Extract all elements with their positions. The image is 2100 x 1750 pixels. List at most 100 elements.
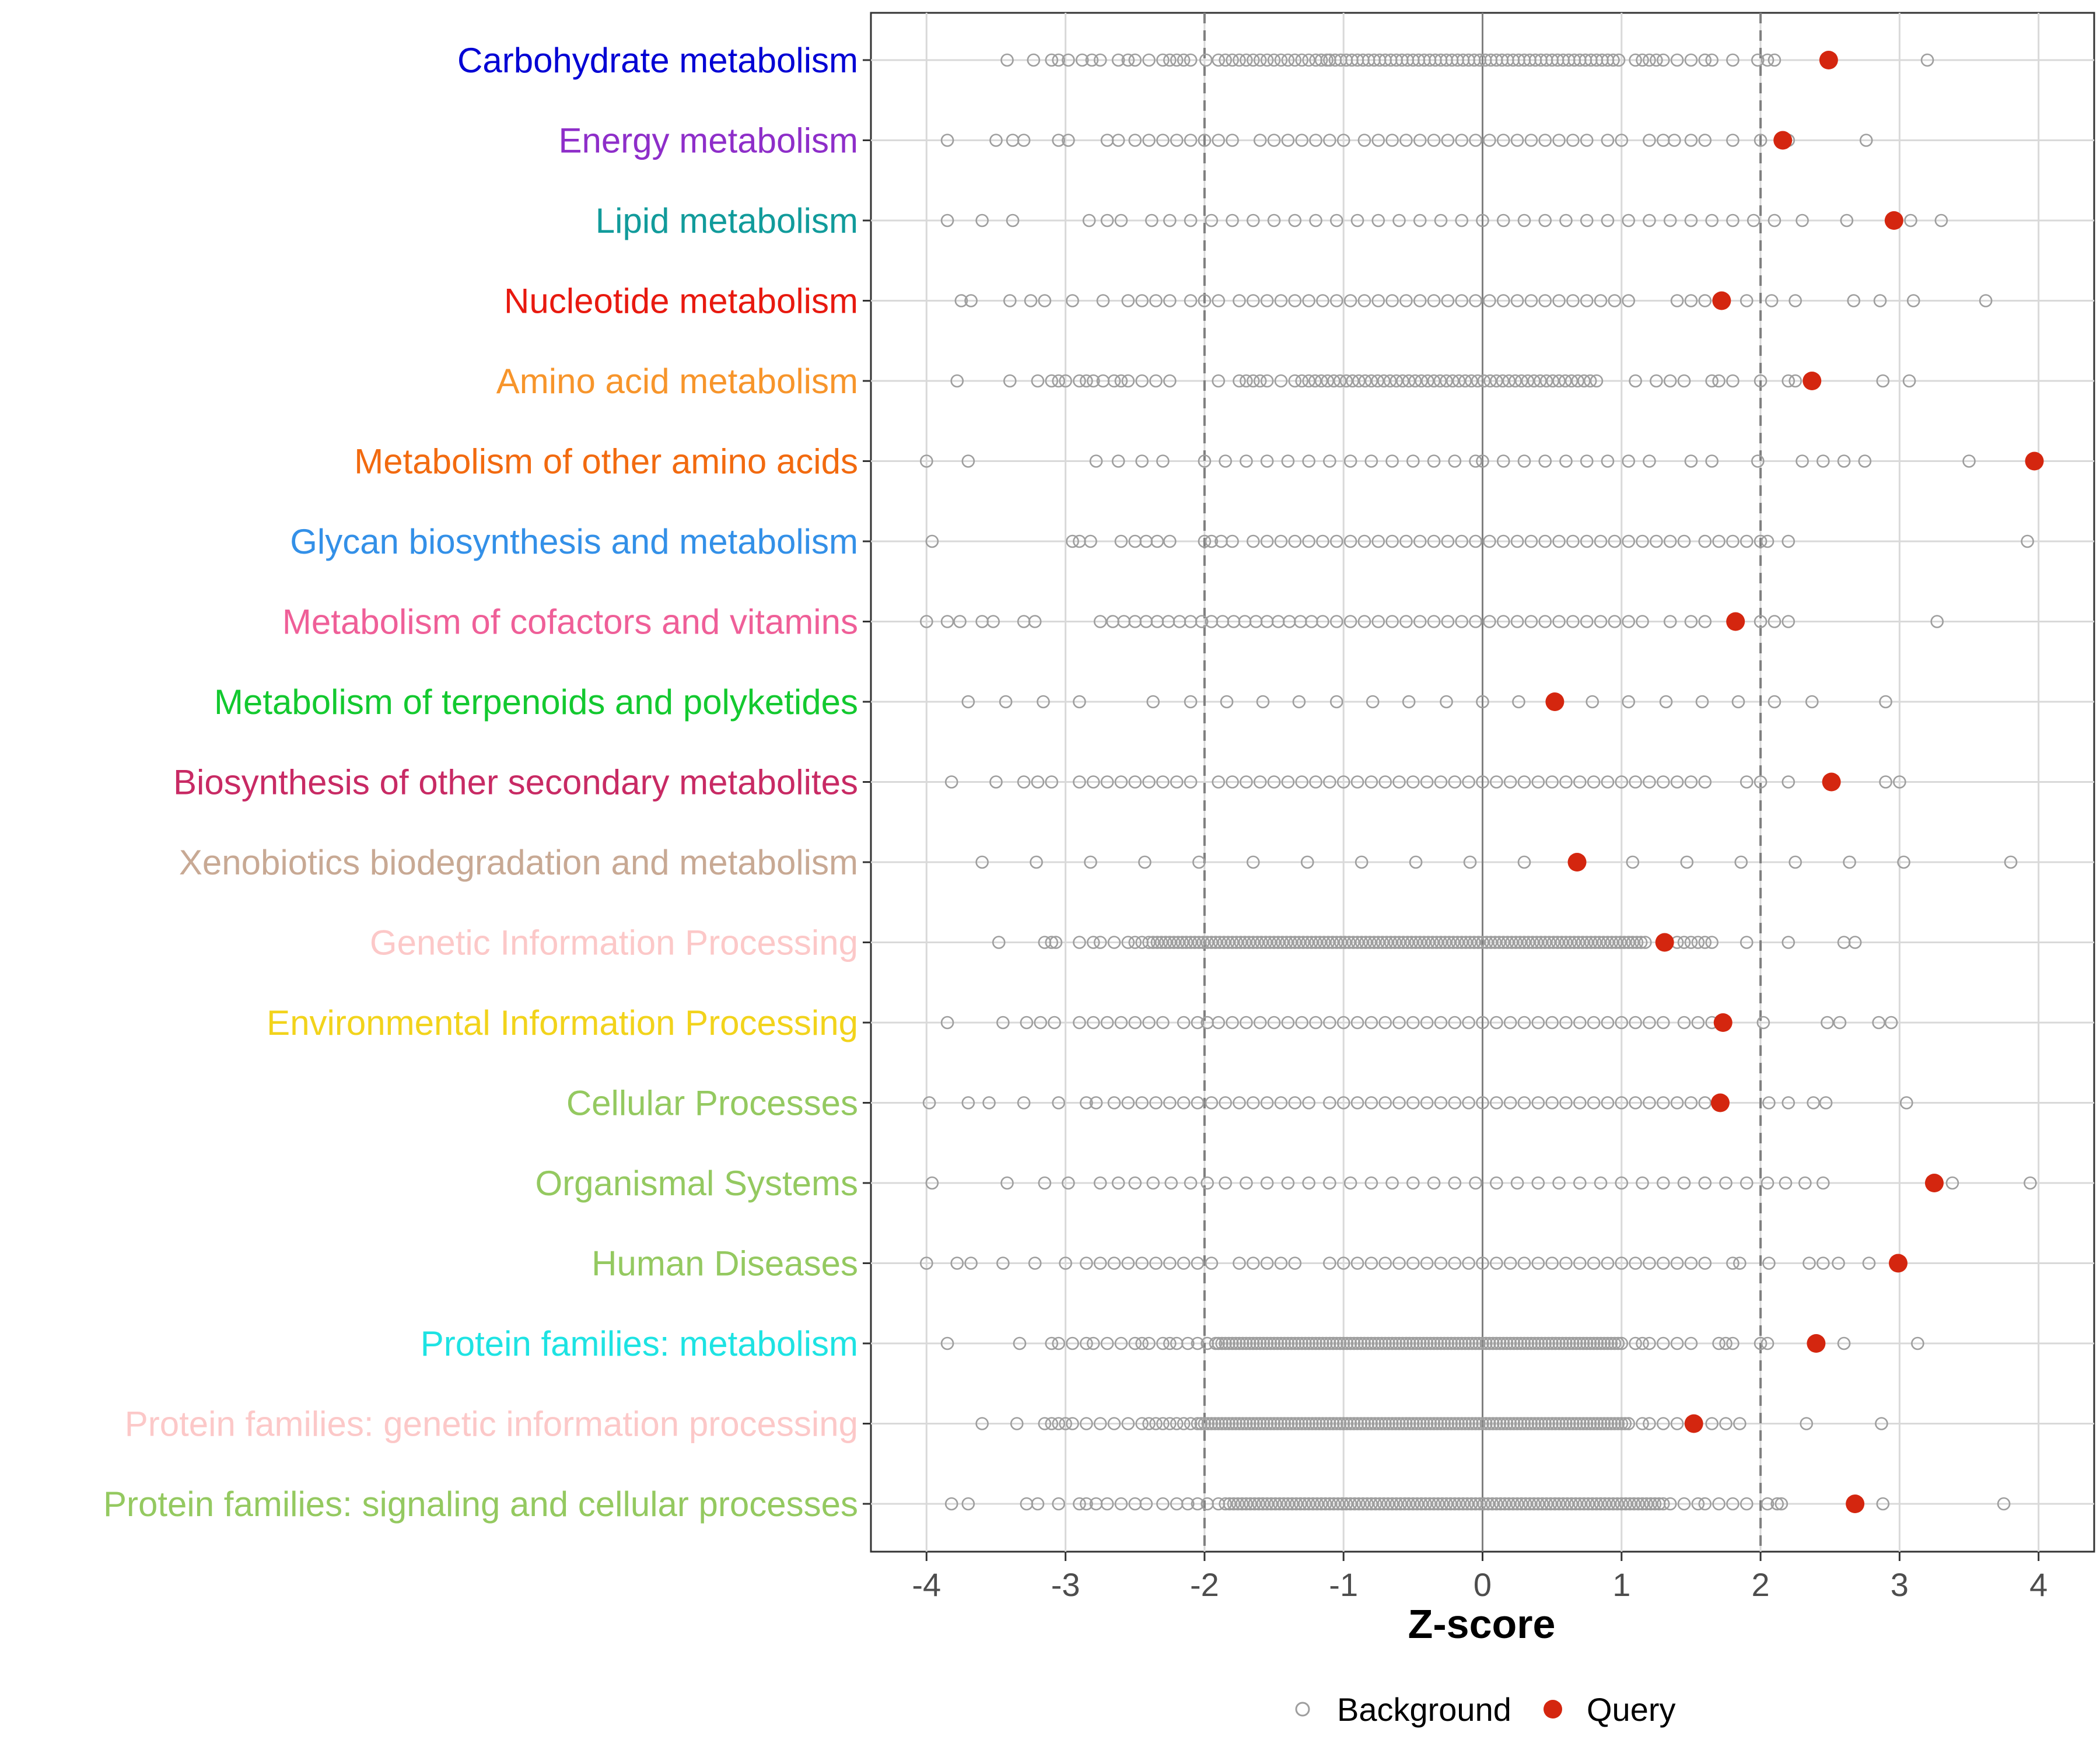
background-point	[1650, 53, 1663, 67]
background-point	[1150, 534, 1164, 548]
category-label: Lipid metabolism	[596, 201, 858, 240]
background-point	[1586, 1497, 1600, 1511]
background-point	[1142, 936, 1156, 949]
background-point	[1354, 855, 1368, 869]
background-point	[1413, 294, 1427, 307]
background-point	[1195, 615, 1209, 628]
background-point	[1240, 1176, 1253, 1190]
background-point	[1563, 1336, 1576, 1350]
background-point	[1556, 1417, 1569, 1430]
background-point	[996, 1256, 1010, 1270]
background-point	[1458, 1336, 1472, 1350]
background-point	[1177, 1417, 1191, 1430]
background-point	[1045, 1417, 1059, 1430]
background-point	[1226, 1336, 1239, 1350]
background-point	[1329, 534, 1343, 548]
background-point	[1086, 936, 1100, 949]
background-point	[1580, 214, 1594, 228]
background-point	[1476, 454, 1489, 468]
background-point	[1490, 1417, 1503, 1430]
background-point	[961, 695, 975, 709]
background-point	[1441, 1417, 1455, 1430]
background-point	[1897, 855, 1910, 869]
background-point	[1659, 695, 1673, 709]
background-point	[1559, 1256, 1573, 1270]
background-point	[1535, 1417, 1549, 1430]
background-point	[1494, 1497, 1507, 1511]
background-point	[1698, 1176, 1712, 1190]
background-point	[1107, 1417, 1121, 1430]
background-point	[961, 1497, 975, 1511]
background-point	[1247, 534, 1260, 548]
background-point	[1111, 1176, 1125, 1190]
background-point	[1876, 1497, 1890, 1511]
background-point	[1608, 615, 1622, 628]
background-point	[1347, 1336, 1361, 1350]
background-point	[1352, 374, 1366, 388]
background-point	[1670, 1336, 1684, 1350]
background-point	[1415, 1497, 1428, 1511]
background-point	[1107, 374, 1121, 388]
background-point	[1170, 775, 1184, 789]
background-point	[1350, 1256, 1364, 1270]
background-point	[1587, 775, 1601, 789]
background-point	[1483, 134, 1496, 147]
background-point	[1552, 1497, 1566, 1511]
background-point	[1490, 1016, 1503, 1030]
background-point	[1782, 615, 1796, 628]
background-point	[1670, 1256, 1684, 1270]
background-point	[1028, 615, 1042, 628]
background-point	[1684, 294, 1698, 307]
background-point	[1615, 1016, 1629, 1030]
background-point	[1396, 1336, 1409, 1350]
background-point	[1427, 374, 1441, 388]
background-point	[1626, 855, 1640, 869]
background-point	[1663, 214, 1677, 228]
background-point	[1392, 936, 1406, 949]
background-point	[1213, 936, 1227, 949]
background-point	[1142, 1417, 1156, 1430]
background-point	[1559, 936, 1573, 949]
background-point	[1476, 775, 1489, 789]
background-point	[1288, 214, 1302, 228]
background-point	[1219, 1417, 1232, 1430]
background-point	[1592, 936, 1606, 949]
background-point	[1997, 1497, 2011, 1511]
background-point	[1219, 1176, 1232, 1190]
background-point	[1364, 454, 1378, 468]
background-point	[1121, 936, 1135, 949]
background-point	[1385, 294, 1399, 307]
background-point	[1378, 1256, 1392, 1270]
background-point	[1597, 936, 1611, 949]
background-point	[1472, 1336, 1486, 1350]
background-point	[1531, 1256, 1545, 1270]
background-point	[1920, 53, 1934, 67]
background-point	[1476, 1417, 1489, 1430]
background-point	[1236, 1336, 1250, 1350]
background-point	[1385, 1336, 1399, 1350]
background-point	[1158, 936, 1172, 949]
background-point	[1142, 134, 1156, 147]
background-point	[1192, 936, 1206, 949]
background-point	[1154, 936, 1168, 949]
background-point	[1509, 936, 1522, 949]
background-point	[1371, 615, 1385, 628]
background-point	[1484, 936, 1498, 949]
background-point	[1413, 1336, 1427, 1350]
background-point	[1350, 1016, 1364, 1030]
background-point	[1563, 1417, 1576, 1430]
background-point	[1473, 1497, 1487, 1511]
background-point	[1580, 615, 1594, 628]
background-point	[1006, 214, 1020, 228]
background-point	[1448, 1497, 1462, 1511]
background-point	[1260, 1417, 1274, 1430]
background-point	[1483, 1336, 1496, 1350]
background-point	[1420, 1336, 1434, 1350]
background-point	[1705, 1417, 1718, 1430]
background-point	[1538, 1417, 1552, 1430]
background-point	[1378, 1016, 1392, 1030]
background-point	[1252, 1497, 1266, 1511]
background-point	[1740, 1176, 1754, 1190]
background-point	[1188, 936, 1202, 949]
background-point	[1205, 534, 1219, 548]
